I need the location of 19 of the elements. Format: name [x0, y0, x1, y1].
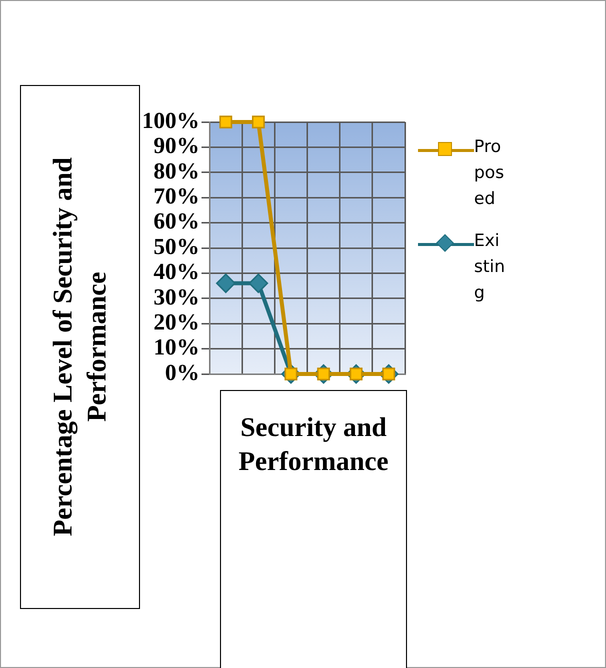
y-tick-label: 20% [154, 310, 200, 335]
x-axis-title: Security and Performance [238, 411, 390, 478]
point [252, 116, 265, 128]
y-tick-label: 0% [165, 360, 200, 385]
y-tick-label: 80% [154, 158, 200, 184]
y-tick-label: 70% [154, 184, 200, 209]
y-tick-label: 90% [154, 133, 200, 158]
legend-label: Existing [474, 230, 506, 305]
y-tick-label: 10% [154, 334, 200, 360]
point [219, 116, 232, 128]
point [248, 274, 268, 294]
point [216, 274, 236, 294]
y-tick-label: 100% [142, 108, 200, 133]
y-tick-label: 40% [154, 259, 200, 284]
y-axis-title: Percentage Level of Security and Performance [46, 156, 112, 538]
legend-label: Proposed [474, 136, 506, 211]
y-tick-label: 60% [154, 208, 200, 234]
y-tick-label: 50% [154, 234, 200, 259]
y-tick-label: 30% [154, 284, 200, 310]
